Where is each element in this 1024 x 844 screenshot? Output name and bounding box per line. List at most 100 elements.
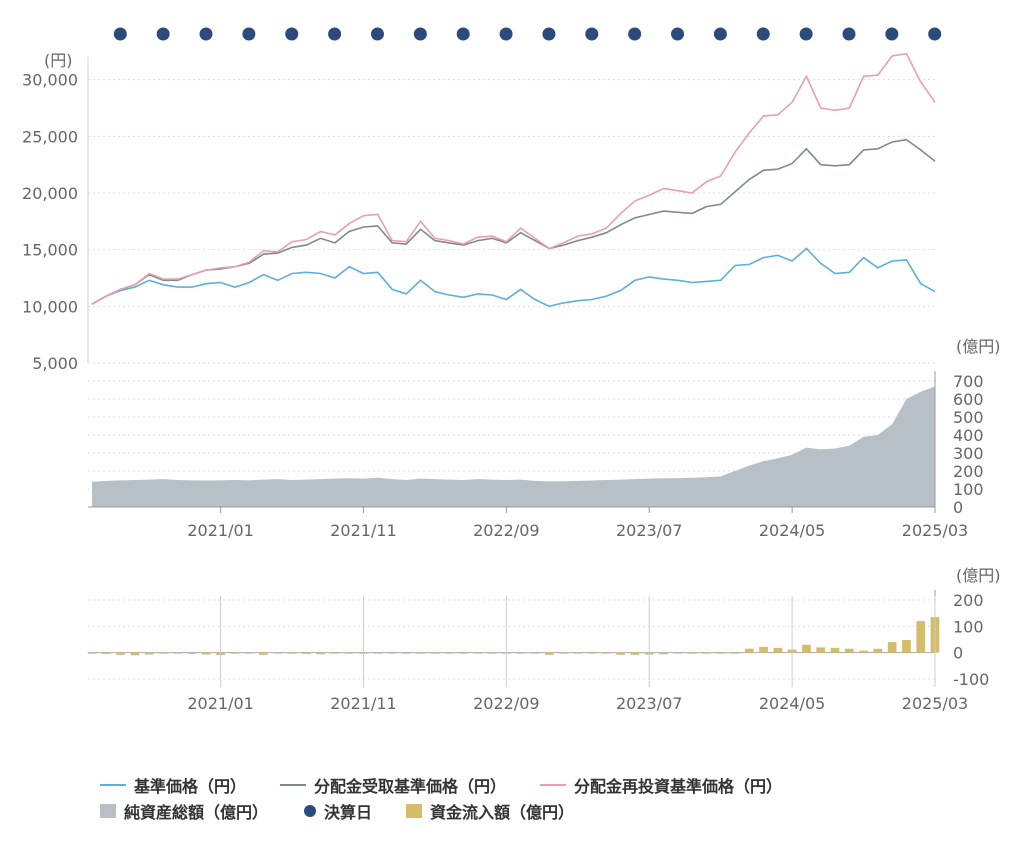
legend-swatch-net-assets bbox=[100, 804, 116, 818]
settlement-date-dot bbox=[799, 27, 813, 41]
fund-flow-bar bbox=[130, 652, 140, 656]
legend-row-1: 基準価格（円） 分配金受取基準価格（円） 分配金再投資基準価格（円） bbox=[100, 772, 1000, 798]
price-unit-label: (円) bbox=[44, 51, 73, 70]
fund-flow-bar bbox=[173, 652, 183, 654]
price-tick-label: 10,000 bbox=[22, 297, 78, 316]
legend-item-dividend-received[interactable]: 分配金受取基準価格（円） bbox=[280, 773, 506, 797]
settlement-date-dot bbox=[199, 27, 213, 41]
net-assets-tick-label: 700 bbox=[953, 372, 984, 391]
fund-flow-unit-label: (億円) bbox=[956, 566, 1001, 585]
legend-swatch-nav bbox=[100, 784, 126, 786]
net-assets-area bbox=[92, 386, 935, 507]
fund-flow-bar bbox=[887, 642, 897, 653]
net-assets-x-tick-label: 2025/03 bbox=[902, 521, 968, 540]
legend-label-nav: 基準価格（円） bbox=[134, 777, 247, 796]
fund-flow-bar bbox=[387, 652, 397, 654]
fund-flow-bar bbox=[873, 648, 883, 653]
fund-flow-bar bbox=[416, 652, 425, 654]
legend-swatch-fund-flow bbox=[406, 804, 423, 818]
legend-item-dividend-reinvested[interactable]: 分配金再投資基準価格（円） bbox=[540, 773, 782, 797]
series-line-0 bbox=[91, 247, 936, 308]
legend-label-dividend-reinvested: 分配金再投資基準価格（円） bbox=[574, 777, 783, 796]
fund-flow-bar bbox=[459, 652, 468, 654]
fund-flow-bar bbox=[759, 646, 768, 653]
fund-flow-bar bbox=[87, 652, 97, 654]
fund-flow-bar bbox=[773, 647, 783, 653]
price-tick-label: 20,000 bbox=[22, 184, 78, 203]
fund-flow-bar bbox=[344, 652, 354, 654]
net-assets-tick-label: 300 bbox=[953, 444, 984, 463]
fund-flow-bar bbox=[816, 647, 825, 653]
net-assets-tick-label: 0 bbox=[953, 498, 963, 517]
price-tick-label: 5,000 bbox=[32, 354, 78, 373]
net-assets-x-tick-label: 2024/05 bbox=[759, 521, 825, 540]
fund-flow-bar bbox=[259, 652, 268, 655]
series-line-1 bbox=[91, 138, 936, 305]
net-assets-unit-label: (億円) bbox=[956, 337, 1001, 356]
series-line-2 bbox=[91, 52, 936, 305]
net-assets-tick-label: 500 bbox=[953, 408, 984, 427]
legend-row-2: 純資産総額（億円） 決算日 資金流入額（億円） bbox=[100, 798, 1000, 824]
legend-label-net-assets: 純資産総額（億円） bbox=[124, 803, 269, 822]
fund-flow-bar bbox=[187, 652, 197, 654]
fund-flow-bar bbox=[902, 640, 911, 653]
settlement-date-dot bbox=[499, 27, 513, 41]
price-tick-label: 30,000 bbox=[22, 71, 78, 90]
fund-flow-bar bbox=[687, 652, 697, 654]
fund-flow-bar bbox=[302, 652, 311, 654]
settlement-date-dot bbox=[756, 27, 770, 41]
fund-flow-bar bbox=[716, 652, 725, 654]
fund-flow-bar bbox=[116, 652, 125, 655]
legend-item-net-assets[interactable]: 純資産総額（億円） bbox=[100, 799, 268, 823]
fund-flow-x-tick-label: 2025/03 bbox=[902, 694, 968, 713]
fund-flow-bar bbox=[230, 652, 240, 654]
fund-flow-x-tick-label: 2024/05 bbox=[759, 694, 825, 713]
legend-label-fund-flow: 資金流入額（億円） bbox=[430, 803, 575, 822]
settlement-date-dot bbox=[242, 27, 256, 41]
fund-flow-x-tick-label: 2023/07 bbox=[616, 694, 682, 713]
legend-label-settlement: 決算日 bbox=[324, 803, 373, 822]
settlement-date-dot bbox=[585, 27, 599, 41]
fund-flow-bar bbox=[859, 650, 868, 653]
fund-flow-bar bbox=[273, 652, 283, 654]
fund-flow-bar bbox=[101, 652, 111, 654]
fund-flow-bar bbox=[544, 652, 554, 655]
fund-flow-bar bbox=[444, 652, 454, 654]
net-assets-x-tick-label: 2022/09 bbox=[473, 521, 539, 540]
net-assets-tick-label: 100 bbox=[953, 480, 984, 499]
legend-item-settlement[interactable]: 決算日 bbox=[302, 799, 372, 823]
settlement-date-dot bbox=[328, 27, 342, 41]
fund-flow-bar bbox=[659, 652, 668, 655]
fund-flow-x-tick-label: 2021/01 bbox=[187, 694, 253, 713]
fund-flow-bar bbox=[430, 652, 440, 654]
fund-flow-bar bbox=[802, 644, 811, 653]
net-assets-x-tick-label: 2021/01 bbox=[187, 521, 253, 540]
settlement-date-dot bbox=[113, 27, 127, 41]
fund-flow-bar bbox=[559, 652, 568, 654]
legend-label-dividend-received: 分配金受取基準価格（円） bbox=[314, 777, 507, 796]
net-assets-tick-label: 400 bbox=[953, 426, 984, 445]
settlement-date-dot bbox=[842, 27, 856, 41]
fund-flow-bar bbox=[402, 652, 411, 654]
price-tick-label: 15,000 bbox=[22, 241, 78, 260]
fund-flow-bar bbox=[673, 652, 683, 654]
fund-flow-tick-label: 100 bbox=[953, 617, 984, 636]
fund-flow-bar bbox=[473, 652, 483, 654]
fund-flow-bar bbox=[602, 652, 611, 654]
settlement-date-dot bbox=[713, 27, 727, 41]
net-assets-tick-label: 600 bbox=[953, 390, 984, 409]
settlement-date-dot bbox=[542, 27, 556, 41]
fund-flow-tick-label: -100 bbox=[953, 670, 989, 689]
legend-item-nav[interactable]: 基準価格（円） bbox=[100, 773, 246, 797]
settlement-date-dot bbox=[456, 27, 470, 41]
legend-item-fund-flow[interactable]: 資金流入額（億円） bbox=[406, 799, 574, 823]
settlement-date-dot bbox=[628, 27, 642, 41]
net-assets-x-tick-label: 2023/07 bbox=[616, 521, 682, 540]
fund-flow-x-tick-label: 2022/09 bbox=[473, 694, 539, 713]
fund-flow-bar bbox=[744, 648, 754, 653]
fund-flow-bar bbox=[587, 652, 597, 654]
settlement-date-dot bbox=[928, 27, 942, 41]
fund-flow-bar bbox=[244, 652, 254, 654]
fund-flow-bar bbox=[530, 652, 540, 654]
fund-flow-bar bbox=[702, 652, 711, 654]
